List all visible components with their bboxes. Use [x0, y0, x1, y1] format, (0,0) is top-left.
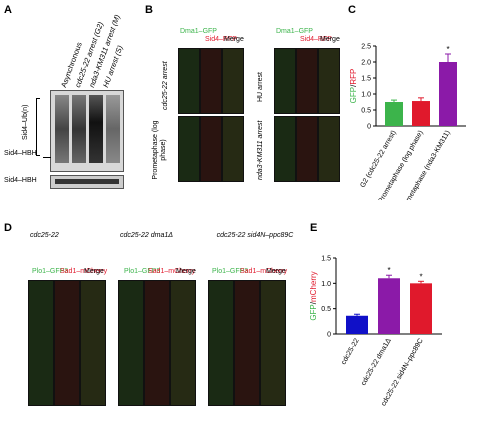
micro-d2-red: [144, 280, 170, 406]
d3-col-sad1: Sad1–mCherry: [240, 268, 288, 275]
bar: [385, 102, 403, 126]
b-row-hu: HU arrest: [257, 72, 264, 102]
b-col-sid4-right: Sid4–RFP: [300, 36, 332, 43]
micro-b-r2-red: [296, 116, 318, 182]
micro-d2-merge: [170, 280, 196, 406]
d1-col-sad1: Sad1–mCherry: [60, 268, 108, 275]
western-blot-main: [50, 90, 124, 172]
bar: [412, 101, 430, 126]
hbh-loading-label: Sid4–HBH: [4, 177, 37, 184]
micro-d1-green: [28, 280, 54, 406]
b-col-merge-right: Merge: [320, 36, 340, 43]
micro-d3-merge: [260, 280, 286, 406]
b-col-merge-left: Merge: [224, 36, 244, 43]
micro-b-l1-green: [178, 48, 200, 114]
category-label: cdc25-22: [340, 337, 361, 366]
micro-b-r1-green: [274, 48, 296, 114]
ub-bracket: [36, 98, 40, 156]
d-group-3: cdc25-22 sid4N–ppc89C: [216, 232, 294, 239]
bar: [378, 278, 400, 334]
d-group-2: cdc25-22 dma1Δ: [120, 232, 173, 239]
significance-marker: *: [419, 272, 422, 281]
micro-d2-green: [118, 280, 144, 406]
y-tick-label: 2.5: [361, 44, 371, 51]
y-tick-label: 1.5: [321, 256, 331, 263]
y-tick-label: 1.5: [361, 76, 371, 83]
micro-d1-merge: [80, 280, 106, 406]
y-axis-label: GFP/RFP: [349, 69, 358, 104]
micro-b-r1-red: [296, 48, 318, 114]
micro-b-l2-green: [178, 116, 200, 182]
d1-col-plo1: Plo1–GFP3: [32, 268, 69, 275]
bar: [410, 283, 432, 334]
d-group-1: cdc25-22: [30, 232, 59, 239]
bar: [346, 315, 368, 334]
significance-marker: *: [446, 45, 449, 54]
y-axis-label: GFP/mCherry: [309, 271, 318, 320]
b-col-sid4-left: Sid4–RFP: [205, 36, 237, 43]
y-tick-label: 2.0: [361, 60, 371, 67]
micro-b-r2-merge: [318, 116, 340, 182]
y-tick-label: 0: [327, 332, 331, 339]
micro-b-l2-red: [200, 116, 222, 182]
d2-col-sad1: Sad1–mCherry: [148, 268, 196, 275]
y-tick-label: 0.5: [321, 306, 331, 313]
micro-b-r1-merge: [318, 48, 340, 114]
ub-band-label: Sid4–Ub(n): [22, 104, 29, 140]
hbh-tick: [43, 157, 51, 158]
b-col-dma1-left: Dma1–GFP: [180, 28, 217, 35]
d3-col-merge: Merge: [266, 268, 286, 275]
y-tick-label: 0: [367, 124, 371, 131]
d2-col-merge: Merge: [176, 268, 196, 275]
y-tick-label: 1.0: [321, 281, 331, 288]
panel-c-label: C: [348, 4, 356, 16]
hbh-band-label: Sid4–HBH: [4, 150, 37, 157]
panel-b-label: B: [145, 4, 153, 16]
micro-d1-red: [54, 280, 80, 406]
d2-col-plo1: Plo1–GFP3: [124, 268, 161, 275]
d3-col-plo1: Plo1–GFP3: [212, 268, 249, 275]
micro-b-r2-green: [274, 116, 296, 182]
d1-col-merge: Merge: [84, 268, 104, 275]
category-label: Prometaphase (nda3-KM311): [400, 130, 452, 201]
micro-b-l1-merge: [222, 48, 244, 114]
chart-e: 0 0.5 1.0 1.5 GFP/mCherry cdc25-22 * cdc25-22 d…: [309, 256, 442, 407]
panel-d-label: D: [4, 222, 12, 234]
micro-d3-green: [208, 280, 234, 406]
panel-a-label: A: [4, 4, 12, 16]
b-row-nda3: nda3-KM311 arrest: [257, 120, 264, 180]
panel-e-label: E: [310, 222, 318, 234]
b-row-cdc25: cdc25-22 arrest: [162, 61, 169, 110]
micro-b-l2-merge: [222, 116, 244, 182]
significance-marker: *: [387, 266, 390, 275]
western-blot-loading: [50, 175, 124, 189]
category-label: cdc25-22 dma1Δ: [360, 337, 393, 387]
micro-b-l1-red: [200, 48, 222, 114]
b-col-dma1-right: Dma1–GFP: [276, 28, 313, 35]
micro-d3-red: [234, 280, 260, 406]
b-row-prometaphase: Prometaphase (log phase): [152, 120, 167, 180]
y-tick-label: 1.0: [361, 92, 371, 99]
bar: [439, 62, 457, 126]
y-tick-label: 0.5: [361, 108, 371, 115]
